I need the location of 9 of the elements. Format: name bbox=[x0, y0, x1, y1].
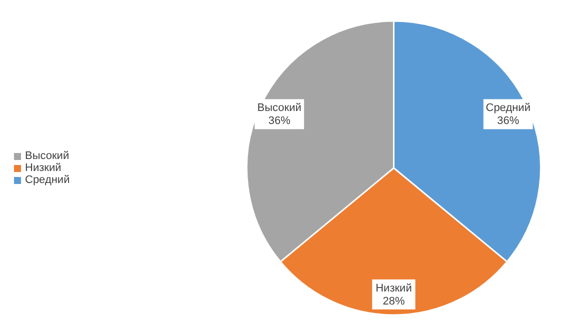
data-label: 28% bbox=[382, 295, 405, 308]
slice-label: Низкий bbox=[376, 282, 412, 294]
legend-label: Высокий bbox=[25, 150, 70, 162]
data-label: 36% bbox=[497, 115, 520, 128]
legend-label: Средний bbox=[25, 174, 70, 186]
data-label: 36% bbox=[268, 115, 291, 128]
legend-label: Низкий bbox=[25, 162, 62, 174]
slice-label: Высокий bbox=[257, 102, 302, 114]
slice-label: Средний bbox=[486, 102, 530, 114]
